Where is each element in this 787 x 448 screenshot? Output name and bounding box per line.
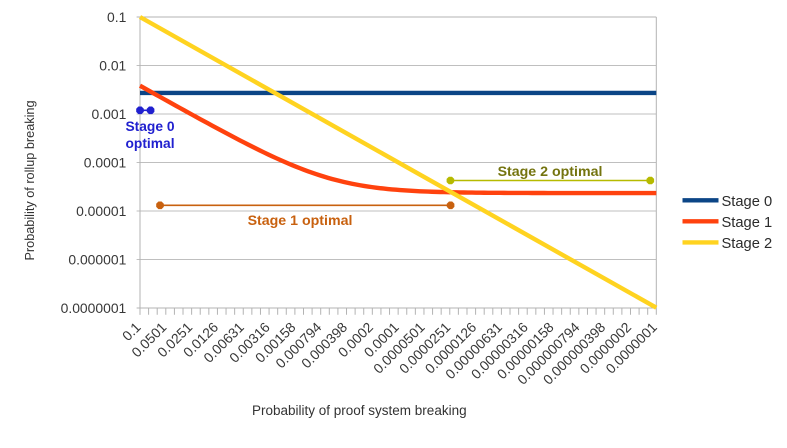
svg-text:Probability of rollup breaking: Probability of rollup breaking (23, 100, 37, 260)
svg-text:0.0000001: 0.0000001 (61, 300, 127, 316)
svg-text:Stage 1 optimal: Stage 1 optimal (248, 213, 353, 229)
svg-text:0.00001: 0.00001 (76, 203, 126, 219)
svg-text:0.000001: 0.000001 (68, 252, 126, 268)
svg-text:0.1: 0.1 (107, 9, 127, 25)
svg-text:Stage 0: Stage 0 (722, 194, 773, 210)
svg-text:optimal: optimal (125, 136, 174, 151)
svg-text:Stage 2 optimal: Stage 2 optimal (498, 164, 603, 180)
svg-text:0.001: 0.001 (92, 106, 127, 122)
svg-text:Stage 1: Stage 1 (722, 215, 773, 231)
svg-text:Stage 0: Stage 0 (125, 119, 174, 134)
svg-text:Stage 2: Stage 2 (722, 236, 773, 252)
svg-text:0.01: 0.01 (99, 58, 126, 74)
svg-text:0.0001: 0.0001 (84, 155, 127, 171)
svg-text:Probability of proof system br: Probability of proof system breaking (252, 403, 467, 418)
